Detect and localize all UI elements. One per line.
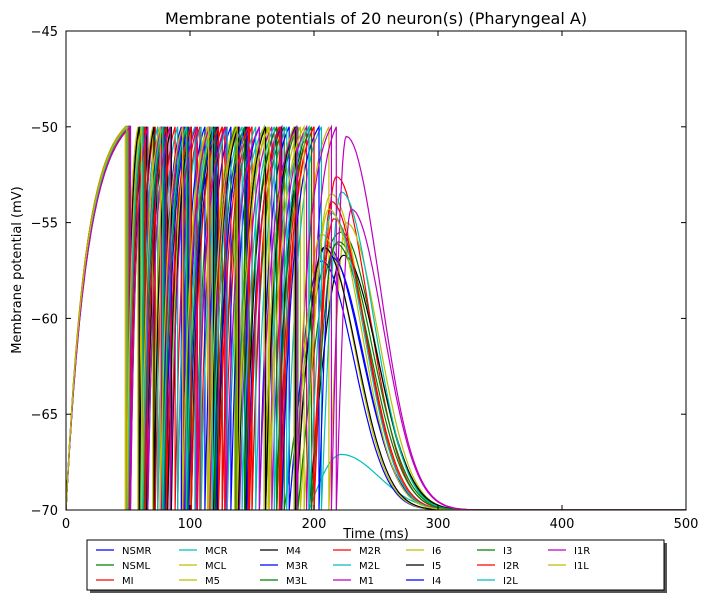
legend-label: M3L (286, 576, 307, 587)
x-tick-label: 400 (550, 517, 575, 532)
y-tick-label: −70 (31, 504, 58, 519)
legend-label: I3 (503, 546, 512, 557)
legend-label: I2R (503, 561, 519, 572)
legend-label: I6 (432, 546, 441, 557)
plot-frame (65, 30, 687, 511)
plot-area: 0 100 200 300 400 500 −70 −65 −60 −55 −50 −45 (31, 25, 699, 532)
legend-label: NSML (122, 561, 150, 572)
legend-label: MI (122, 576, 134, 587)
y-axis-label: Membrane potential (mV) (10, 186, 25, 353)
legend-label: MCL (205, 561, 227, 572)
x-tick-label: 300 (426, 517, 451, 532)
y-tick-label: −45 (31, 25, 58, 40)
y-tick-label: −65 (31, 408, 58, 423)
series-lines (66, 124, 686, 510)
x-tick-label: 500 (674, 517, 699, 532)
x-tick-label: 0 (62, 517, 70, 532)
legend-label: I4 (432, 576, 441, 587)
legend: NSMR NSML MI MCR MCL M5 M4 M3R M3L M2R M2L M1 I6 I5 I4… (86, 539, 667, 593)
x-axis-label: Time (ms) (342, 527, 409, 542)
y-tick-label: −60 (31, 312, 58, 327)
legend-label: M5 (205, 576, 220, 587)
legend-label: M2R (359, 546, 381, 557)
legend-label: I1R (574, 546, 590, 557)
y-tick-label: −50 (31, 121, 58, 136)
series-line-i5 (66, 125, 686, 510)
legend-label: M1 (359, 576, 374, 587)
series-line-i1l (66, 124, 686, 510)
x-tick-label: 200 (302, 517, 327, 532)
legend-label: MCR (205, 546, 228, 557)
y-tick-label: −55 (31, 217, 58, 232)
legend-label: M2L (359, 561, 380, 572)
legend-label: I2L (503, 576, 518, 587)
axis-ticks: 0 100 200 300 400 500 −70 −65 −60 −55 −50 −45 (31, 25, 699, 532)
legend-label: I1L (574, 561, 589, 572)
legend-label: M3R (286, 561, 308, 572)
series-line-i3 (66, 125, 686, 510)
series-line-i2r (66, 125, 686, 510)
chart-title: Membrane potentials of 20 neuron(s) (Pha… (165, 9, 587, 28)
legend-items: NSMR NSML MI MCR MCL M5 M4 M3R M3L M2R M2L M1 I6 I5 I4… (96, 546, 590, 587)
series-line-i2l (66, 125, 686, 510)
legend-label: M4 (286, 546, 301, 557)
x-tick-label: 100 (178, 517, 203, 532)
legend-label: I5 (432, 561, 441, 572)
legend-label: NSMR (122, 546, 151, 557)
